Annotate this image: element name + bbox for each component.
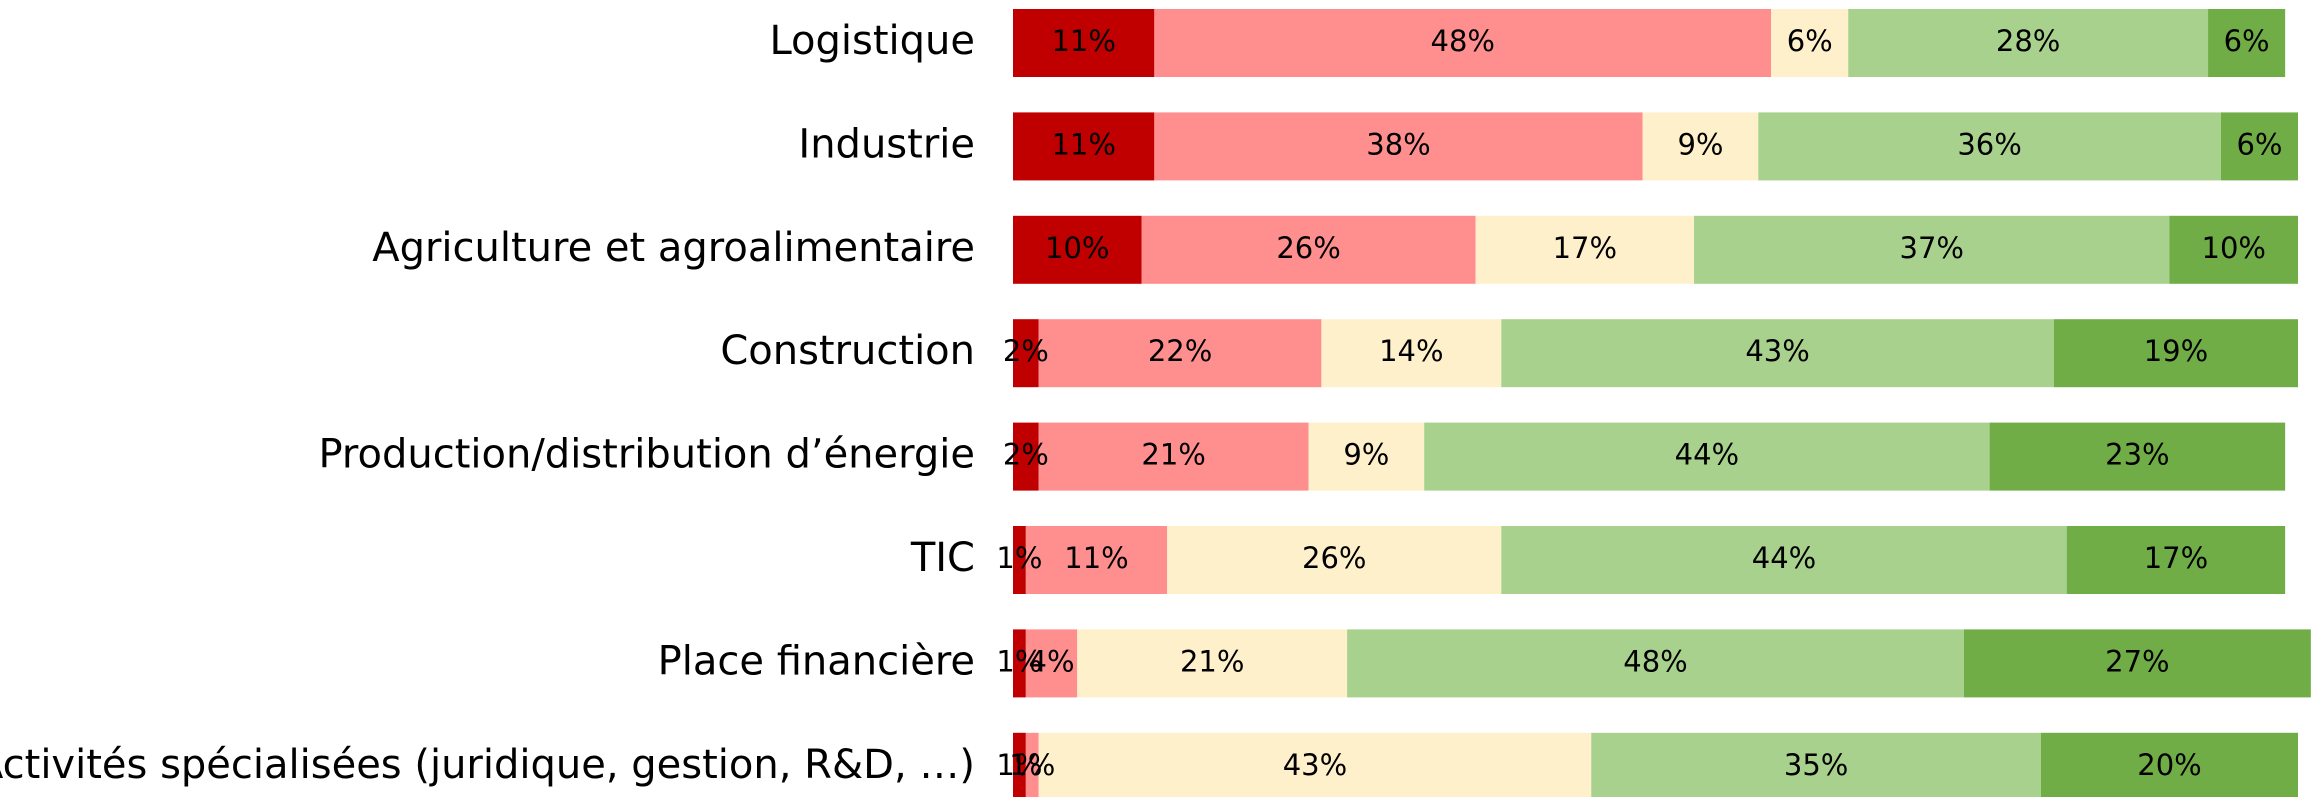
bar-segment: [1167, 526, 1502, 594]
bar-segment: [1038, 732, 1592, 797]
bar-segment: [1013, 9, 1155, 77]
bar-segment: [1642, 112, 1759, 181]
value-label: 20%: [2137, 748, 2201, 782]
value-label: 1%: [1009, 748, 1055, 782]
bar-segment: [1989, 422, 2286, 491]
bar-segment: [1013, 319, 1039, 388]
value-label: 2%: [1003, 438, 1049, 472]
value-label: 21%: [1141, 438, 1205, 472]
bar-segment: [1475, 215, 1695, 284]
value-label: 10%: [1045, 231, 1109, 265]
value-label: 48%: [1623, 644, 1687, 678]
value-label: 6%: [2224, 24, 2270, 58]
bar-segment: [1038, 422, 1309, 491]
bar-segment: [1424, 422, 1990, 491]
value-label: 38%: [1366, 127, 1430, 161]
value-label: 1%: [996, 644, 1042, 678]
value-label: 37%: [1900, 231, 1964, 265]
bar-segment: [1013, 422, 1039, 491]
value-label: 14%: [1379, 334, 1443, 368]
value-label: 17%: [1553, 231, 1617, 265]
bar-segment: [2053, 319, 2298, 388]
value-label: 17%: [2144, 541, 2208, 575]
value-label: 1%: [996, 748, 1042, 782]
category-label: TIC: [910, 535, 975, 581]
value-label: 11%: [1064, 541, 1128, 575]
value-label: 4%: [1029, 644, 1075, 678]
bar-segment: [1025, 629, 1078, 698]
bar-segment: [1501, 526, 2067, 594]
bar-segment: [1694, 215, 2170, 284]
value-label: 28%: [1996, 24, 2060, 58]
bar-segment: [1013, 629, 1026, 698]
value-label: 1%: [996, 541, 1042, 575]
category-label: Place financière: [658, 638, 975, 684]
value-label: 44%: [1675, 438, 1739, 472]
value-label: 44%: [1752, 541, 1816, 575]
value-label: 19%: [2144, 334, 2208, 368]
value-label: 35%: [1784, 748, 1848, 782]
bar-segment: [1038, 319, 1322, 388]
bar-segment: [1321, 319, 1502, 388]
bar-segment: [2220, 112, 2298, 181]
value-label: 11%: [1051, 127, 1115, 161]
bar-segment: [1771, 9, 1849, 77]
value-label: 22%: [1148, 334, 1212, 368]
value-label: 43%: [1745, 334, 1809, 368]
value-label: 10%: [2202, 231, 2266, 265]
value-label: 26%: [1276, 231, 1340, 265]
value-label: 11%: [1051, 24, 1115, 58]
category-label: Activités spécialisées (juridique, gesti…: [0, 742, 975, 788]
value-label: 9%: [1677, 127, 1723, 161]
bar-segment: [1141, 215, 1476, 284]
bar-segment: [1758, 112, 2221, 181]
bar-segment: [1077, 629, 1348, 698]
value-label: 27%: [2105, 644, 2169, 678]
bar-segment: [1308, 422, 1425, 491]
bar-segment: [1347, 629, 1964, 698]
bar-segment: [2066, 526, 2286, 594]
category-label: Agriculture et agroalimentaire: [372, 225, 975, 271]
category-label: Industrie: [798, 121, 975, 167]
bar-segment: [1013, 732, 1026, 797]
bar-segment: [1501, 319, 2054, 388]
bar-segment: [2208, 9, 2286, 77]
bar-segment: [1591, 732, 2041, 797]
bar-segment: [1154, 112, 1643, 181]
value-label: 9%: [1343, 438, 1389, 472]
value-label: 21%: [1180, 644, 1244, 678]
bar-segment: [1025, 526, 1168, 594]
value-label: 26%: [1302, 541, 1366, 575]
bar-segment: [1013, 215, 1142, 284]
bar-segment: [1154, 9, 1772, 77]
bar-segment: [1013, 526, 1026, 594]
category-label: Logistique: [769, 18, 975, 64]
category-label: Construction: [720, 328, 975, 374]
value-label: 48%: [1431, 24, 1495, 58]
value-label: 23%: [2105, 438, 2169, 472]
bar-segment: [1848, 9, 2209, 77]
bar-segment: [2041, 732, 2298, 797]
category-label: Production/distribution d’énergie: [319, 432, 975, 478]
bar-segment: [1025, 732, 1039, 797]
value-label: 6%: [1787, 24, 1833, 58]
value-label: 6%: [2236, 127, 2282, 161]
bar-segment: [1013, 112, 1155, 181]
bar-segment: [1963, 629, 2311, 698]
value-label: 2%: [1003, 334, 1049, 368]
value-label: 36%: [1957, 127, 2021, 161]
bar-segment: [2169, 215, 2298, 284]
value-label: 43%: [1283, 748, 1347, 782]
